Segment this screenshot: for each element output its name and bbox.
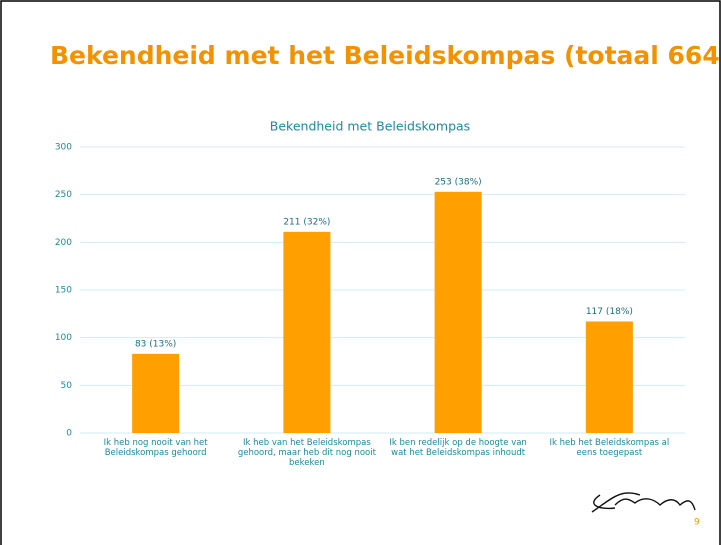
x-tick-label: Ik ben redelijk op de hoogte van wat het… <box>389 438 527 458</box>
y-tick-label: 250 <box>55 190 72 200</box>
x-tick-label: Ik heb het Beleidskompas al eens toegepa… <box>549 438 670 458</box>
chart-title: Bekendheid met Beleidskompas <box>270 119 470 134</box>
logo <box>591 492 696 513</box>
bar <box>132 353 180 433</box>
bar <box>585 321 633 433</box>
value-label: 253 (38%) <box>435 177 482 187</box>
y-tick-label: 50 <box>61 381 73 391</box>
y-tick-label: 0 <box>66 429 72 439</box>
y-tick-label: 150 <box>55 286 72 296</box>
page-number: 9 <box>694 518 700 528</box>
x-tick-label-box: Ik ben redelijk op de hoogte van wat het… <box>389 438 527 458</box>
y-tick-label: 200 <box>55 238 72 248</box>
x-tick-label-box: Ik heb nog nooit van het Beleidskompas g… <box>103 438 208 458</box>
value-label: 83 (13%) <box>135 339 176 349</box>
bar <box>283 231 331 433</box>
value-label: 117 (18%) <box>586 307 633 317</box>
y-tick-label: 100 <box>55 333 72 343</box>
x-tick-label-box: Ik heb het Beleidskompas al eens toegepa… <box>549 438 670 458</box>
y-tick-label: 300 <box>55 143 72 153</box>
x-tick-label: Ik heb nog nooit van het Beleidskompas g… <box>103 438 208 458</box>
bar <box>434 191 482 433</box>
slide-title: Bekendheid met het Beleidskompas (totaal… <box>50 41 721 70</box>
x-tick-label: Ik heb van het Beleidskompas gehoord, ma… <box>237 438 376 468</box>
value-label: 211 (32%) <box>283 217 330 227</box>
x-tick-label-box: Ik heb van het Beleidskompas gehoord, ma… <box>237 438 376 468</box>
